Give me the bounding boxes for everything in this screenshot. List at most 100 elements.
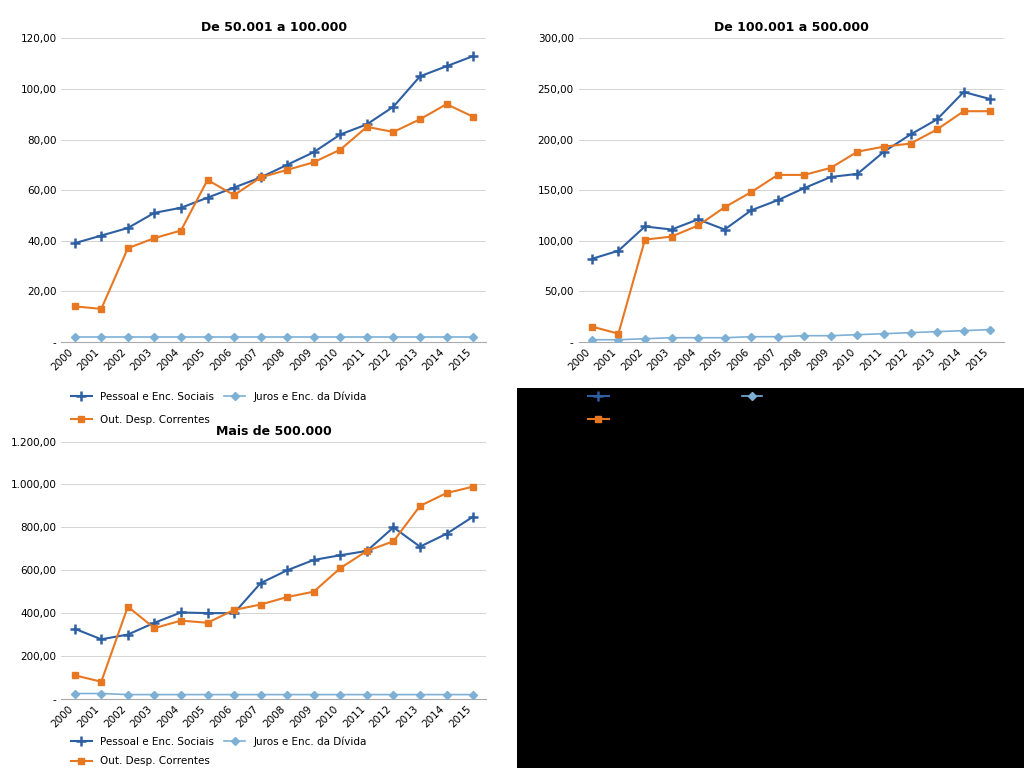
- Out. Desp. Correntes: [148, 624, 161, 633]
- Juros e Enc. da Dívida: [122, 690, 134, 699]
- Pessoal e Enc. Sociais: [798, 184, 810, 193]
- Out. Desp. Correntes: [414, 502, 426, 511]
- Pessoal e Enc. Sociais: [175, 204, 187, 213]
- Juros e Enc. da Dívida: [69, 689, 81, 698]
- Out. Desp. Correntes: [719, 203, 731, 212]
- Juros e Enc. da Dívida: [467, 332, 479, 341]
- Pessoal e Enc. Sociais: [360, 546, 373, 555]
- Pessoal e Enc. Sociais: [69, 239, 81, 248]
- Pessoal e Enc. Sociais: [95, 231, 108, 240]
- Line: Juros e Enc. da Dívida: Juros e Enc. da Dívida: [72, 334, 476, 339]
- Juros e Enc. da Dívida: [360, 332, 373, 341]
- Legend: Pessoal e Enc. Sociais, Juros e Enc. da Dívida: Pessoal e Enc. Sociais, Juros e Enc. da …: [584, 387, 888, 406]
- Juros e Enc. da Dívida: [334, 332, 346, 341]
- Out. Desp. Correntes: [467, 112, 479, 121]
- Juros e Enc. da Dívida: [387, 690, 399, 699]
- Out. Desp. Correntes: [69, 302, 81, 311]
- Juros e Enc. da Dívida: [639, 334, 651, 343]
- Out. Desp. Correntes: [228, 605, 241, 614]
- Line: Juros e Enc. da Dívida: Juros e Enc. da Dívida: [589, 327, 993, 343]
- Title: De 50.001 a 100.000: De 50.001 a 100.000: [201, 22, 347, 35]
- Out. Desp. Correntes: [414, 114, 426, 124]
- Out. Desp. Correntes: [307, 587, 319, 596]
- Out. Desp. Correntes: [281, 592, 293, 601]
- Juros e Enc. da Dívida: [692, 333, 705, 343]
- Out. Desp. Correntes: [467, 482, 479, 492]
- Juros e Enc. da Dívida: [228, 690, 241, 699]
- Out. Desp. Correntes: [692, 221, 705, 230]
- Juros e Enc. da Dívida: [586, 335, 598, 344]
- Pessoal e Enc. Sociais: [851, 169, 863, 178]
- Juros e Enc. da Dívida: [148, 332, 161, 341]
- Juros e Enc. da Dívida: [957, 326, 970, 336]
- Pessoal e Enc. Sociais: [202, 608, 214, 617]
- Out. Desp. Correntes: [334, 145, 346, 154]
- Legend: Out. Desp. Correntes: Out. Desp. Correntes: [584, 410, 731, 429]
- Out. Desp. Correntes: [255, 173, 267, 182]
- Line: Out. Desp. Correntes: Out. Desp. Correntes: [589, 108, 993, 337]
- Line: Juros e Enc. da Dívida: Juros e Enc. da Dívida: [72, 690, 476, 697]
- Pessoal e Enc. Sociais: [255, 578, 267, 588]
- Juros e Enc. da Dívida: [824, 331, 837, 340]
- Out. Desp. Correntes: [255, 600, 267, 609]
- Juros e Enc. da Dívida: [440, 332, 453, 341]
- Out. Desp. Correntes: [69, 670, 81, 680]
- Out. Desp. Correntes: [122, 602, 134, 611]
- Juros e Enc. da Dívida: [281, 690, 293, 699]
- Pessoal e Enc. Sociais: [666, 225, 678, 234]
- Out. Desp. Correntes: [639, 235, 651, 244]
- Pessoal e Enc. Sociais: [878, 147, 890, 156]
- Juros e Enc. da Dívida: [904, 328, 916, 337]
- Pessoal e Enc. Sociais: [307, 555, 319, 564]
- Out. Desp. Correntes: [851, 147, 863, 156]
- Legend: Pessoal e Enc. Sociais, Juros e Enc. da Dívida: Pessoal e Enc. Sociais, Juros e Enc. da …: [67, 733, 371, 751]
- Out. Desp. Correntes: [931, 124, 943, 134]
- Out. Desp. Correntes: [202, 175, 214, 184]
- Pessoal e Enc. Sociais: [931, 114, 943, 124]
- Out. Desp. Correntes: [666, 232, 678, 241]
- Juros e Enc. da Dívida: [255, 332, 267, 341]
- Juros e Enc. da Dívida: [719, 333, 731, 343]
- Juros e Enc. da Dívida: [984, 325, 996, 334]
- Pessoal e Enc. Sociais: [334, 551, 346, 560]
- Juros e Enc. da Dívida: [414, 690, 426, 699]
- Juros e Enc. da Dívida: [281, 332, 293, 341]
- Out. Desp. Correntes: [957, 107, 970, 116]
- Juros e Enc. da Dívida: [334, 690, 346, 699]
- Juros e Enc. da Dívida: [612, 335, 625, 344]
- Out. Desp. Correntes: [612, 329, 625, 338]
- Pessoal e Enc. Sociais: [719, 225, 731, 234]
- Line: Out. Desp. Correntes: Out. Desp. Correntes: [72, 101, 476, 313]
- Pessoal e Enc. Sociais: [414, 542, 426, 551]
- Pessoal e Enc. Sociais: [334, 130, 346, 139]
- Juros e Enc. da Dívida: [666, 333, 678, 343]
- Juros e Enc. da Dívida: [307, 332, 319, 341]
- Pessoal e Enc. Sociais: [612, 246, 625, 255]
- Juros e Enc. da Dívida: [202, 690, 214, 699]
- Juros e Enc. da Dívida: [175, 690, 187, 699]
- Pessoal e Enc. Sociais: [440, 61, 453, 71]
- Pessoal e Enc. Sociais: [984, 94, 996, 104]
- Title: Mais de 500.000: Mais de 500.000: [216, 425, 332, 438]
- Out. Desp. Correntes: [586, 322, 598, 331]
- Pessoal e Enc. Sociais: [202, 193, 214, 202]
- Pessoal e Enc. Sociais: [639, 222, 651, 231]
- Out. Desp. Correntes: [202, 618, 214, 627]
- Pessoal e Enc. Sociais: [467, 512, 479, 521]
- Line: Pessoal e Enc. Sociais: Pessoal e Enc. Sociais: [70, 511, 478, 644]
- Juros e Enc. da Dívida: [69, 332, 81, 341]
- Pessoal e Enc. Sociais: [387, 102, 399, 111]
- Juros e Enc. da Dívida: [387, 332, 399, 341]
- Pessoal e Enc. Sociais: [957, 88, 970, 97]
- Out. Desp. Correntes: [95, 677, 108, 687]
- Juros e Enc. da Dívida: [798, 331, 810, 340]
- Out. Desp. Correntes: [984, 107, 996, 116]
- Pessoal e Enc. Sociais: [586, 254, 598, 263]
- Pessoal e Enc. Sociais: [175, 607, 187, 617]
- Out. Desp. Correntes: [148, 233, 161, 243]
- Out. Desp. Correntes: [878, 142, 890, 151]
- Out. Desp. Correntes: [175, 226, 187, 235]
- Pessoal e Enc. Sociais: [360, 120, 373, 129]
- Out. Desp. Correntes: [334, 564, 346, 573]
- Juros e Enc. da Dívida: [931, 327, 943, 336]
